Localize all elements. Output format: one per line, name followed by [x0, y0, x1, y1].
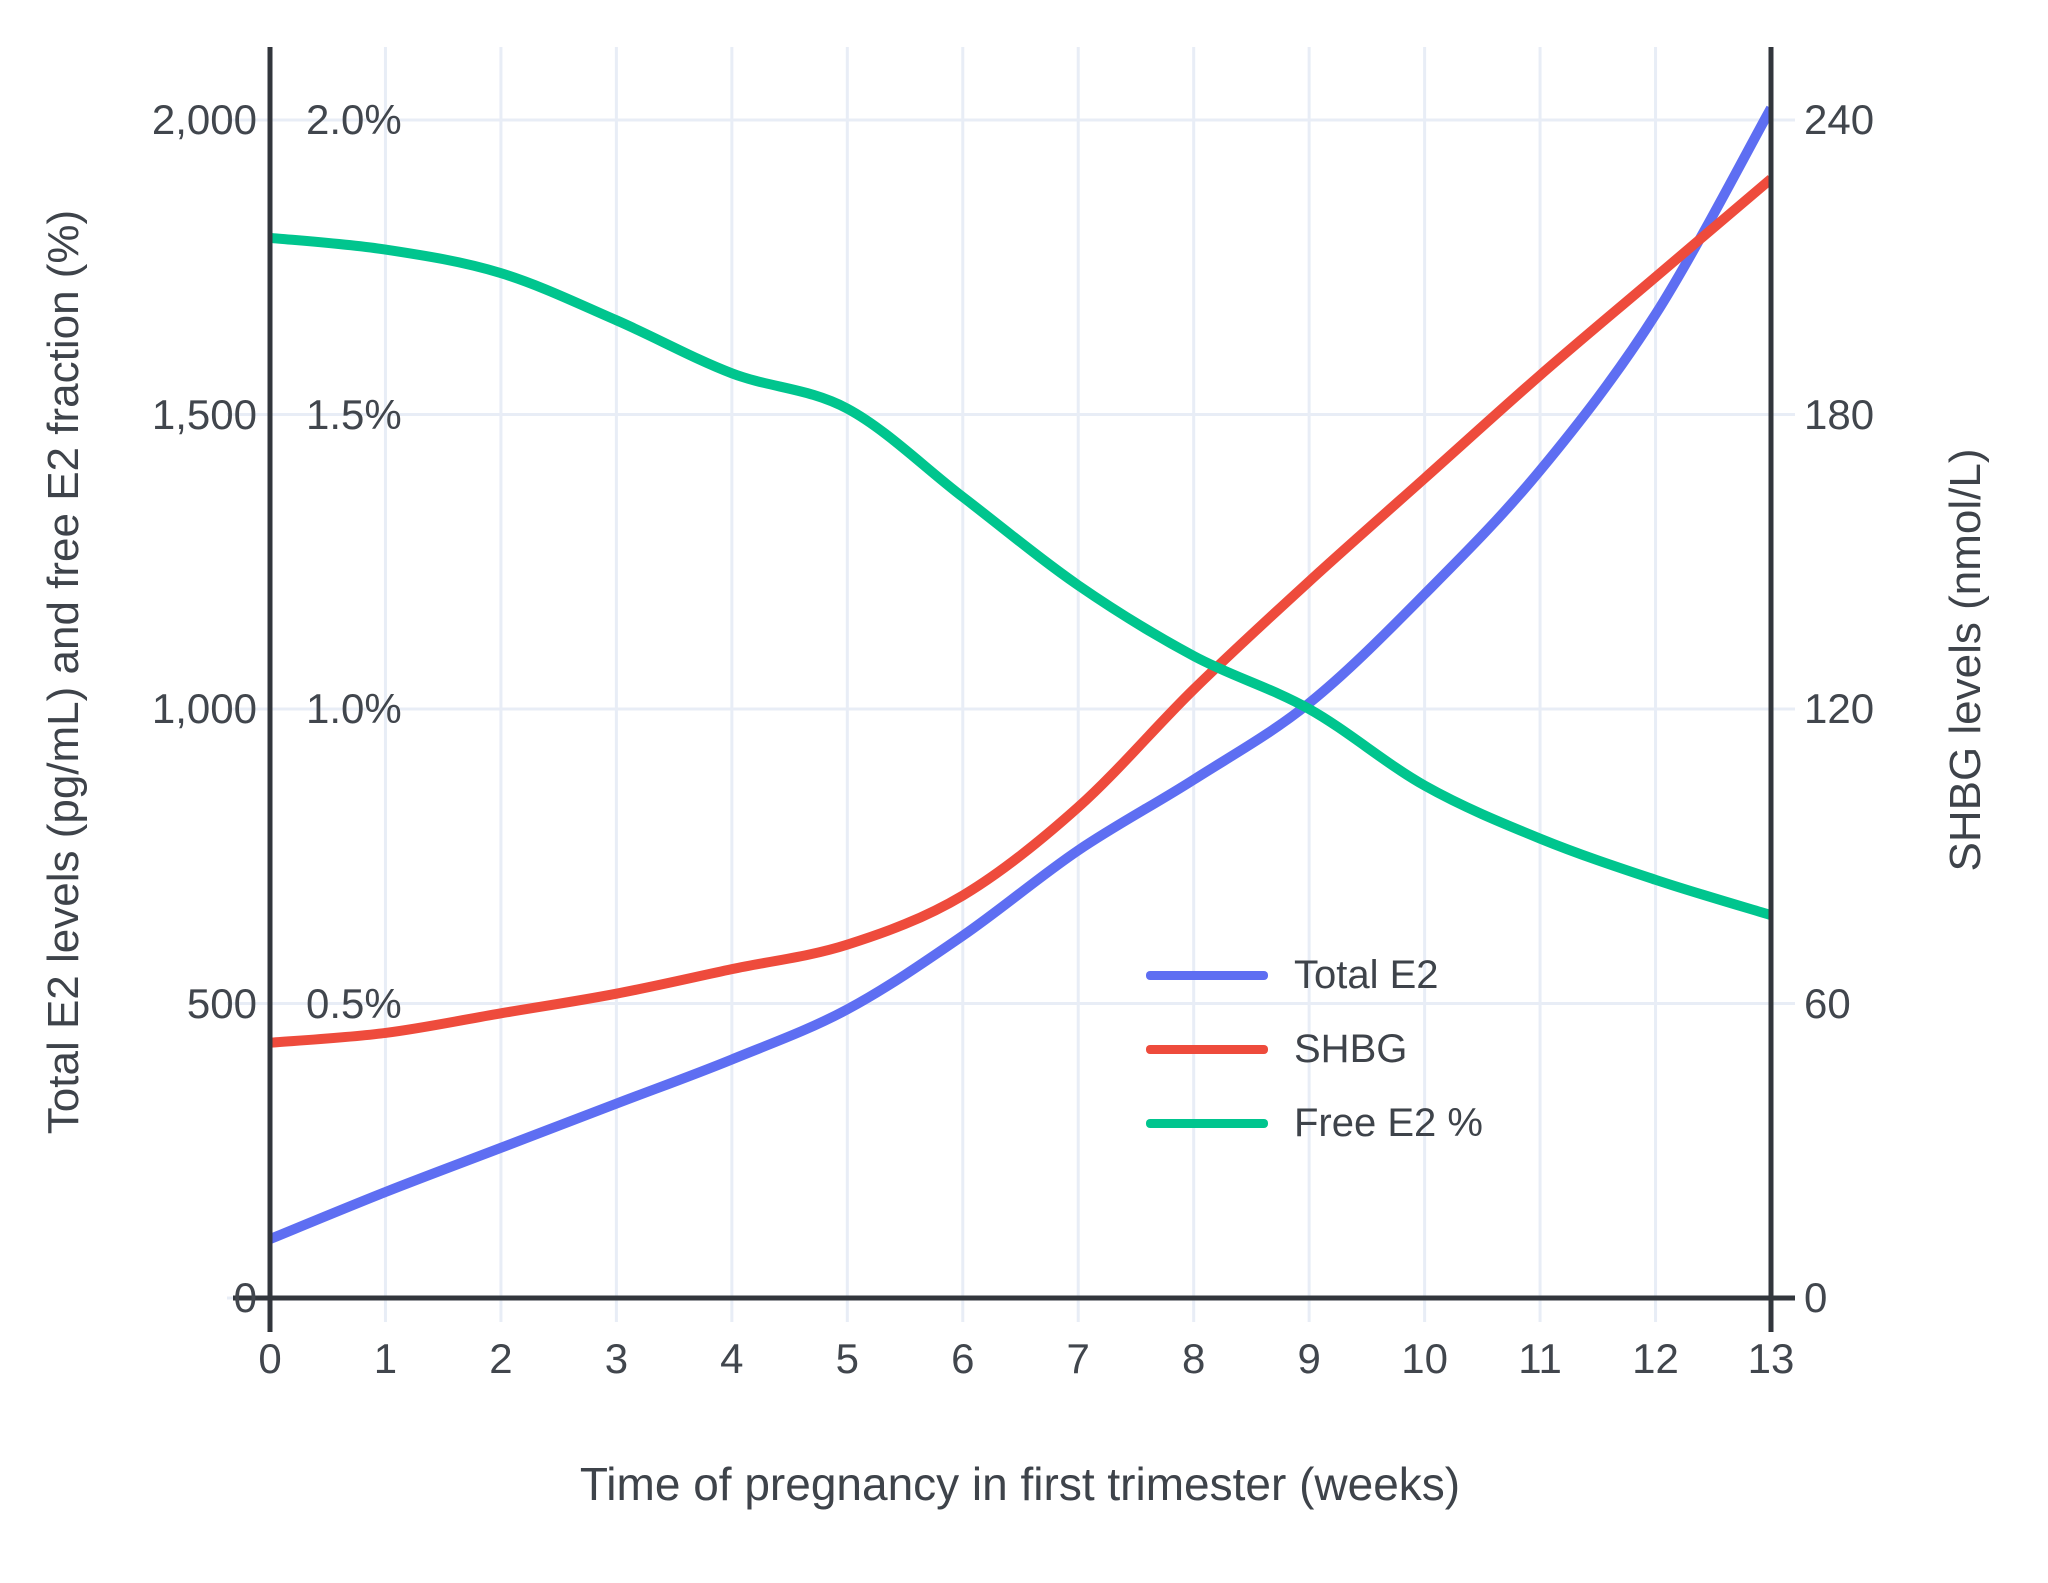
legend-item-total-e2[interactable]: Total E2 [1146, 938, 1483, 1012]
y-right-tick-label: 180 [1804, 390, 1875, 438]
x-tick-label: 8 [1182, 1335, 1206, 1382]
x-tick-label: 9 [1297, 1335, 1321, 1382]
legend-label-free-e2: Free E2 % [1294, 1100, 1483, 1145]
x-tick-label: 11 [1518, 1335, 1562, 1382]
pct-tick-label: 1.0% [306, 685, 402, 732]
y-right-tick-label: 240 [1804, 96, 1875, 143]
legend: Total E2 SHBG Free E2 % [1146, 938, 1483, 1160]
pct-tick-label: 0.5% [306, 979, 402, 1027]
pct-tick-label: 2.0% [306, 96, 402, 143]
x-tick-label: 12 [1632, 1335, 1679, 1382]
x-tick-label: 6 [951, 1335, 975, 1382]
legend-item-free-e2[interactable]: Free E2 % [1146, 1086, 1483, 1160]
x-tick-label: 4 [720, 1335, 744, 1382]
x-tick-label: 13 [1747, 1335, 1795, 1382]
pct-tick-label: 1.5% [306, 390, 402, 438]
series-path-shbg [270, 175, 1771, 1048]
right-axis-title: SHBG levels (nmol/L) [1941, 448, 1990, 872]
x-tick-label: 3 [604, 1335, 629, 1382]
y-left-tick-label: 500 [186, 979, 257, 1027]
y-left-tick-label: 1,500 [151, 390, 257, 438]
y-left-tick-label: 1,000 [151, 685, 257, 732]
series-path-free-e2- [270, 232, 1771, 920]
x-tick-label: 0 [258, 1335, 282, 1382]
y-right-tick-label: 0 [1804, 1274, 1828, 1321]
legend-swatch-free-e2 [1146, 1118, 1268, 1128]
y-left-tick-label: 0 [233, 1274, 257, 1321]
x-axis-title: Time of pregnancy in first trimester (we… [579, 1458, 1461, 1510]
y-right-tick-label: 120 [1804, 685, 1875, 732]
series-group [270, 105, 1771, 1244]
legend-item-shbg[interactable]: SHBG [1146, 1012, 1483, 1086]
y-right-tick-label: 60 [1804, 979, 1851, 1027]
x-tick-label: 2 [489, 1335, 513, 1382]
x-tick-label: 1 [373, 1335, 398, 1382]
legend-swatch-total-e2 [1146, 970, 1268, 980]
x-tick-label: 10 [1401, 1335, 1448, 1382]
x-tick-label: 5 [835, 1335, 859, 1382]
legend-swatch-shbg [1146, 1044, 1268, 1054]
legend-label-total-e2: Total E2 [1294, 952, 1439, 997]
y-left-tick-label: 2,000 [151, 96, 257, 143]
x-tick-label: 7 [1066, 1335, 1090, 1382]
series-path-total-e2 [270, 105, 1771, 1244]
legend-label-shbg: SHBG [1294, 1026, 1408, 1071]
